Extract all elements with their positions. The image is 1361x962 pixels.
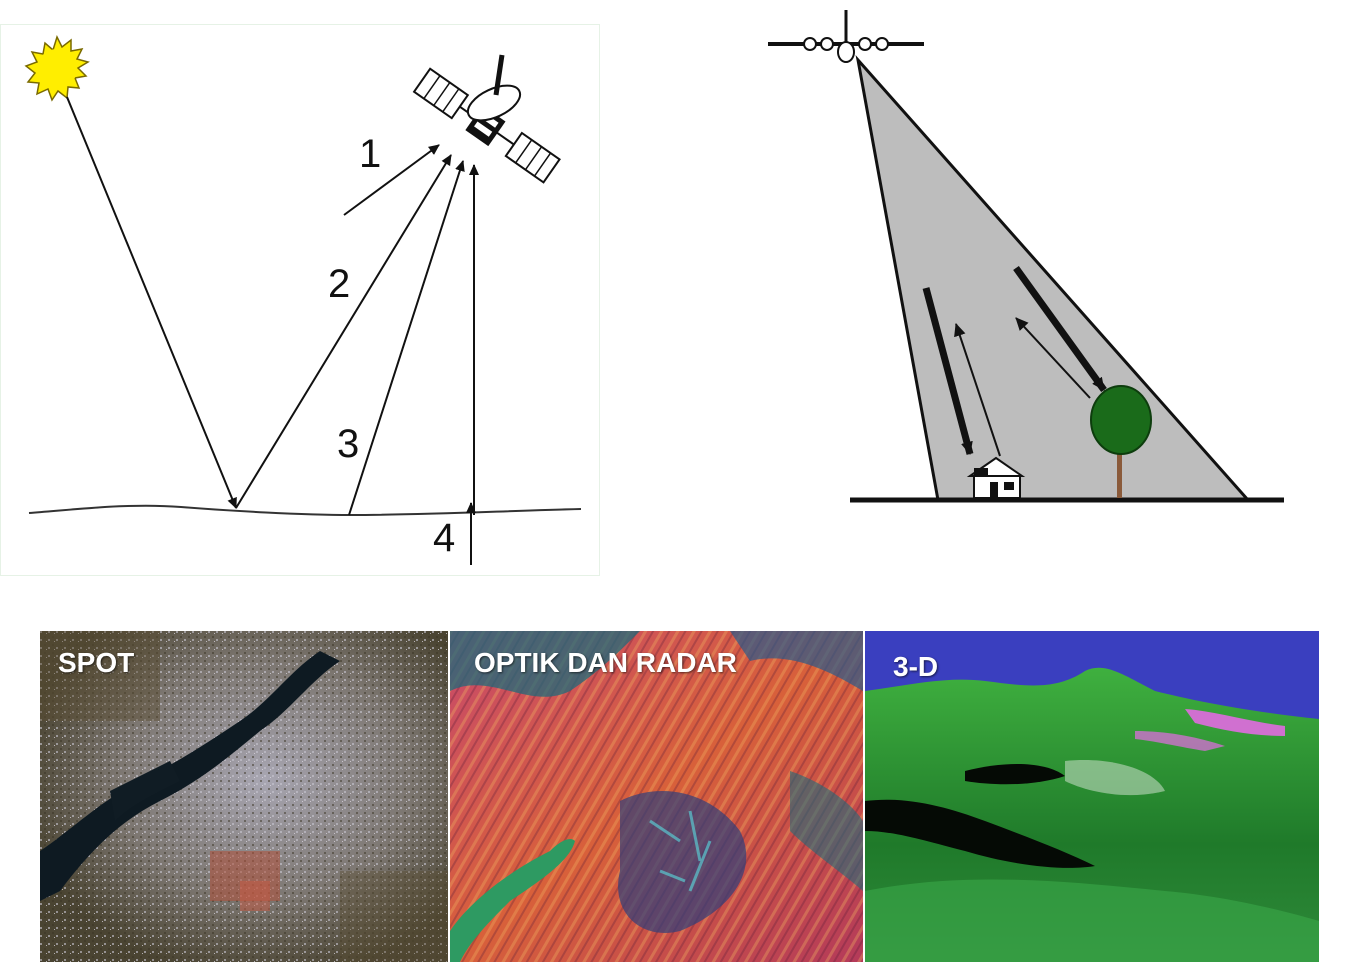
- label-4: 4: [433, 516, 455, 560]
- satellite-icon: [412, 54, 561, 184]
- terrain-3d-image: [865, 631, 1319, 962]
- incident-ray: [66, 96, 237, 509]
- echo-up-tree: [1015, 317, 1091, 399]
- aircraft-icon: [768, 10, 924, 63]
- ray-1: [343, 144, 440, 216]
- label-3: 3: [337, 422, 359, 466]
- radar-beam: [855, 54, 1252, 502]
- ground-line: [28, 504, 582, 517]
- optik-radar-label: OPTIK DAN RADAR: [474, 647, 737, 678]
- optik-radar-image-panel: OPTIK DAN RADAR: [450, 631, 863, 962]
- terrain-3d-label: 3-D: [893, 651, 939, 682]
- spot-label: SPOT: [58, 647, 135, 678]
- spot-image-panel: SPOT: [40, 631, 448, 962]
- label-1: 1: [359, 132, 381, 176]
- house-icon: [966, 456, 1026, 499]
- ray-2: [235, 154, 452, 509]
- sun-icon: [24, 34, 90, 102]
- ray-3: [348, 160, 465, 516]
- terrain-3d-image-panel: 3-D: [865, 631, 1319, 962]
- passive-sensing-svg: 1 2 3 4: [24, 34, 582, 565]
- echo-up-house: [954, 323, 1001, 457]
- optik-radar-image: [450, 631, 863, 962]
- label-2: 2: [328, 262, 350, 306]
- pulse-down-house: [922, 287, 974, 455]
- tree-icon: [1090, 385, 1152, 498]
- active-sensing-svg: [768, 10, 1284, 503]
- pulse-down-tree: [1013, 265, 1107, 393]
- active-sensing-diagram: [760, 6, 1300, 506]
- passive-sensing-diagram: 1 2 3 4: [0, 24, 600, 576]
- spot-image: [40, 631, 448, 962]
